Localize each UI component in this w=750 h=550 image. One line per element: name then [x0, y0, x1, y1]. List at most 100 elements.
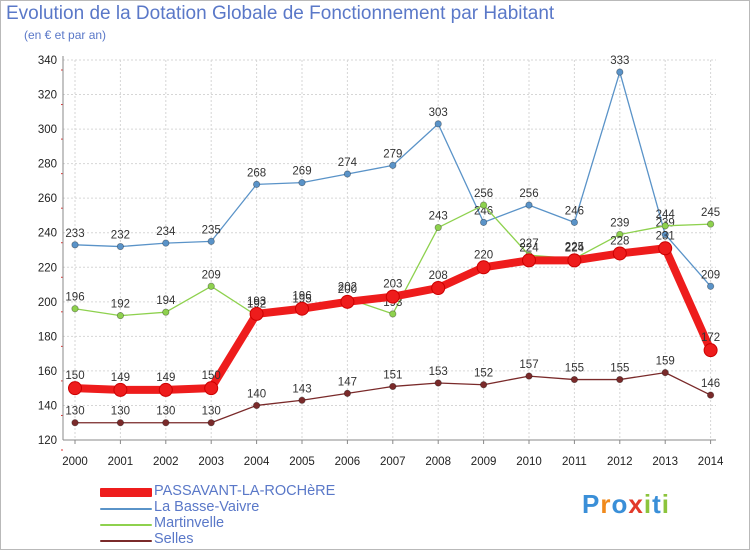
data-label: 196: [292, 291, 311, 303]
data-point: [479, 218, 488, 226]
x-tick-label: 2007: [380, 456, 406, 468]
data-point: [162, 419, 170, 427]
data-point: [207, 237, 215, 245]
data-point: [661, 230, 669, 239]
plot-area: [63, 58, 716, 440]
data-label: 192: [247, 299, 266, 311]
data-label: 268: [247, 167, 266, 179]
data-label: 193: [247, 296, 266, 308]
data-label: 233: [65, 228, 84, 240]
data-label: 130: [202, 406, 221, 418]
data-label: 225: [565, 242, 584, 254]
data-point: [612, 246, 627, 261]
data-label: 153: [429, 366, 448, 378]
data-label: 245: [701, 207, 720, 219]
data-label: 157: [519, 359, 538, 371]
data-point: [616, 230, 624, 239]
y-tick-label: 300: [38, 124, 57, 136]
x-tick-label: 2000: [62, 456, 88, 468]
data-point: [479, 201, 488, 209]
data-point: [525, 201, 533, 209]
data-label: 192: [111, 299, 130, 311]
data-point: [71, 241, 79, 249]
legend-item: Selles: [100, 531, 360, 548]
y-tick-label: 320: [38, 90, 57, 102]
legend-item: Martinvelle: [100, 515, 360, 532]
data-point: [706, 391, 715, 399]
data-point: [616, 68, 624, 76]
data-point: [253, 401, 261, 410]
legend-label: Selles: [154, 531, 194, 547]
data-label: 209: [202, 269, 221, 281]
y-tick-label: 240: [38, 228, 57, 240]
data-point: [71, 305, 79, 313]
data-point: [295, 301, 309, 316]
y-tick-label: 180: [38, 331, 57, 343]
proxiti-logo: Proxiti: [582, 489, 670, 519]
data-label: 196: [65, 292, 84, 304]
x-tick-label: 2001: [108, 456, 134, 468]
data-label: 235: [202, 224, 221, 236]
data-point: [298, 396, 306, 404]
data-point: [389, 161, 397, 169]
data-point: [703, 343, 718, 358]
data-point: [570, 375, 579, 384]
x-tick-label: 2008: [425, 456, 451, 468]
data-point: [706, 220, 715, 228]
legend-label: La Basse-Vaivre: [154, 499, 260, 515]
x-tick-label: 2009: [471, 456, 497, 468]
y-tick-label: 280: [38, 159, 57, 171]
data-label: 256: [474, 188, 493, 200]
data-point: [343, 389, 351, 397]
data-label: 231: [656, 230, 675, 242]
data-label: 244: [656, 209, 676, 221]
data-label: 194: [156, 295, 176, 307]
data-label: 143: [292, 383, 311, 395]
legend-swatch: [100, 508, 152, 510]
data-label: 150: [202, 370, 221, 382]
data-point: [434, 120, 442, 128]
data-point: [162, 239, 170, 247]
data-point: [116, 312, 125, 320]
data-label: 146: [701, 378, 720, 390]
data-label: 147: [338, 376, 357, 388]
data-point: [207, 419, 215, 427]
legend-item: PASSAVANT-LA-ROCHèRE: [100, 483, 360, 500]
data-label: 149: [156, 372, 175, 384]
data-label: 239: [610, 217, 629, 229]
data-point: [343, 170, 351, 178]
x-tick-label: 2013: [652, 456, 678, 468]
data-label: 203: [383, 279, 402, 291]
x-tick-label: 2012: [607, 456, 633, 468]
data-label: 155: [610, 363, 629, 375]
data-point: [162, 308, 170, 316]
x-tick-label: 2002: [153, 456, 179, 468]
data-label: 220: [474, 249, 493, 261]
data-label: 243: [429, 211, 448, 223]
data-label: 159: [656, 356, 675, 368]
data-label: 208: [429, 270, 448, 282]
y-tick-label: 220: [38, 262, 57, 274]
data-label: 232: [111, 230, 130, 242]
data-label: 246: [474, 205, 493, 217]
data-point: [434, 379, 442, 387]
data-point: [116, 242, 125, 251]
data-point: [567, 253, 582, 268]
data-label: 209: [701, 269, 720, 281]
data-label: 130: [156, 406, 175, 418]
data-point: [570, 218, 579, 226]
data-point: [113, 382, 128, 397]
data-label: 224: [519, 242, 539, 254]
x-tick-label: 2011: [562, 456, 587, 468]
data-point: [389, 382, 397, 391]
y-tick-label: 260: [38, 193, 57, 205]
data-point: [71, 419, 79, 427]
chart-title: Evolution de la Dotation Globale de Fonc…: [6, 3, 555, 24]
x-tick-label: 2014: [698, 456, 724, 468]
y-tick-label: 160: [38, 366, 57, 378]
data-label: 228: [610, 235, 629, 247]
data-point: [204, 381, 219, 396]
data-label: 130: [65, 406, 84, 418]
data-label: 279: [383, 148, 402, 160]
data-point: [389, 310, 397, 318]
